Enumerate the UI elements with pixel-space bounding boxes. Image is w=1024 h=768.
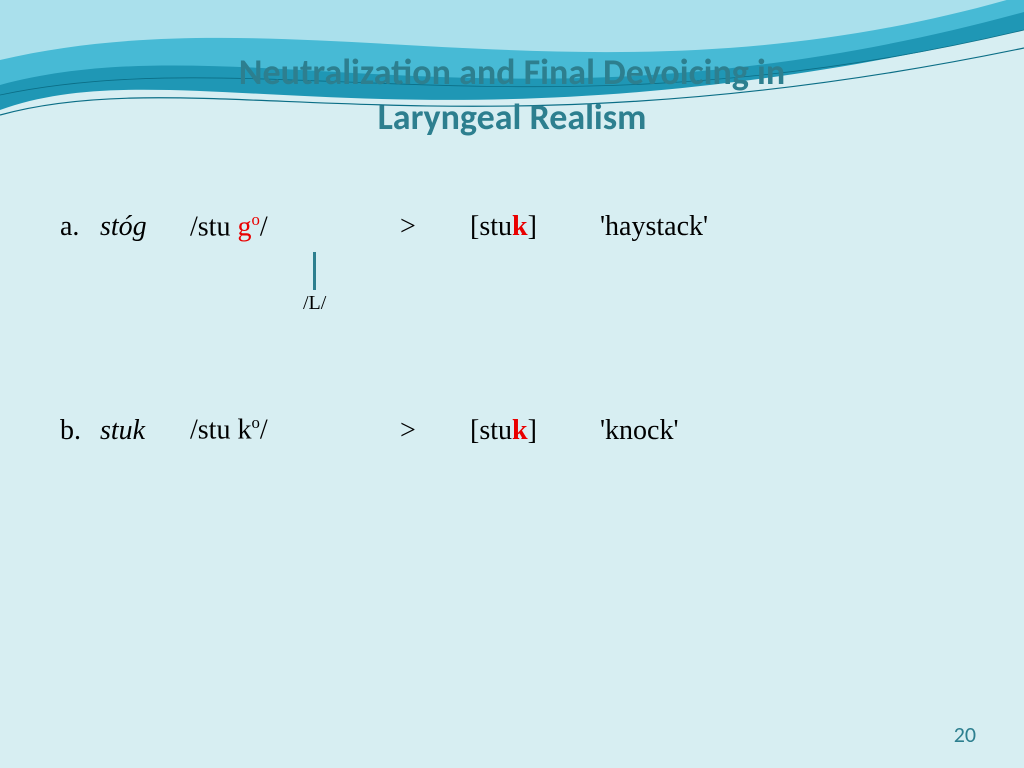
- slide-content: a. stóg /stu go/ > [stuk] 'haystack' b. …: [60, 210, 964, 447]
- example-word: stóg: [100, 211, 190, 243]
- phon-open: /stu k: [190, 415, 251, 446]
- bracket-close: ]: [528, 415, 537, 446]
- association-line: [313, 252, 316, 290]
- example-a: a. stóg /stu go/ > [stuk] 'haystack': [60, 210, 964, 243]
- bracket-consonant: k: [512, 415, 528, 446]
- bracket-close: ]: [528, 211, 537, 242]
- association-annotation: /L/: [303, 252, 326, 315]
- gloss: 'knock': [600, 415, 679, 447]
- phon-close: /: [260, 211, 268, 242]
- bracket-consonant: k: [512, 211, 528, 242]
- association-label: /L/: [303, 292, 326, 315]
- phon-superscript: o: [251, 210, 259, 229]
- phonetic-form: [stuk]: [470, 415, 600, 447]
- example-b: b. stuk /stu ko/ > [stuk] 'knock': [60, 413, 964, 446]
- phon-close: /: [260, 415, 268, 446]
- bracket-open: [stu: [470, 211, 512, 242]
- phon-superscript: o: [251, 413, 259, 432]
- phonemic-form: /stu go/: [190, 210, 400, 243]
- phonemic-form: /stu ko/: [190, 413, 400, 446]
- bracket-open: [stu: [470, 415, 512, 446]
- phonetic-form: [stuk]: [470, 211, 600, 243]
- title-line-1: Neutralization and Final Devoicing in: [239, 50, 785, 94]
- phon-consonant: g: [237, 211, 251, 242]
- slide-title: Neutralization and Final Devoicing in La…: [0, 50, 1024, 140]
- example-label: b.: [60, 415, 100, 447]
- gloss: 'haystack': [600, 211, 708, 243]
- derivation-arrow: >: [400, 211, 470, 243]
- example-label: a.: [60, 211, 100, 243]
- derivation-arrow: >: [400, 415, 470, 447]
- page-number: 20: [954, 721, 976, 748]
- phon-open: /stu: [190, 211, 237, 242]
- title-line-2: Laryngeal Realism: [378, 95, 647, 139]
- example-word: stuk: [100, 415, 190, 447]
